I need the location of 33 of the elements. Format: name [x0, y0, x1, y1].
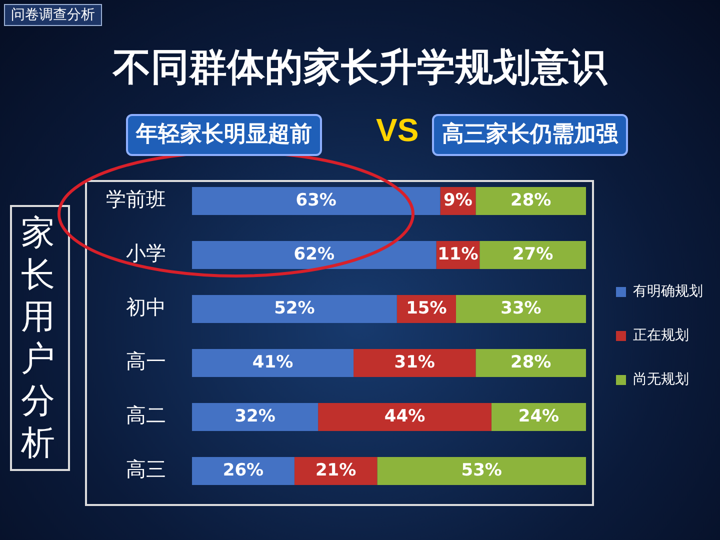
data-label: 9% — [444, 190, 472, 210]
data-label: 53% — [461, 460, 502, 480]
y-tick-label: 高三 — [126, 457, 166, 482]
legend-label: 尚无规划 — [633, 372, 689, 388]
chart-title: 不同群体的家长升学规划意识 — [111, 44, 608, 91]
legend-label: 有明确规划 — [633, 284, 703, 300]
text: 年轻家长明显超前 — [126, 114, 322, 156]
data-label: 62% — [294, 244, 334, 264]
y-tick-label: 高二 — [126, 403, 166, 428]
data-label: 31% — [394, 352, 435, 372]
data-label: 28% — [510, 190, 552, 210]
data-label: 26% — [222, 460, 264, 480]
data-label: 15% — [406, 298, 447, 318]
y-axis-title: 家长用户分析 — [21, 212, 55, 464]
data-label: 28% — [510, 352, 552, 372]
y-tick-label: 初中 — [126, 295, 166, 320]
legend-label: 正在规划 — [633, 328, 689, 344]
data-label: 32% — [234, 406, 276, 426]
data-label: 27% — [512, 244, 554, 264]
y-tick-label: 学前班 — [106, 187, 166, 212]
data-label: 63% — [296, 190, 336, 210]
data-label: 33% — [500, 298, 542, 318]
data-label: 41% — [252, 352, 294, 372]
text: VS — [376, 112, 419, 149]
y-tick-label: 小学 — [126, 241, 166, 266]
data-label: 11% — [438, 244, 478, 264]
data-label: 52% — [274, 298, 315, 318]
data-label: 24% — [518, 406, 560, 426]
text: 问卷调查分析 — [4, 4, 102, 26]
data-label: 44% — [384, 406, 426, 426]
y-tick-label: 高一 — [126, 349, 166, 374]
data-label: 21% — [315, 460, 356, 480]
text: 高三家长仍需加强 — [432, 114, 628, 156]
